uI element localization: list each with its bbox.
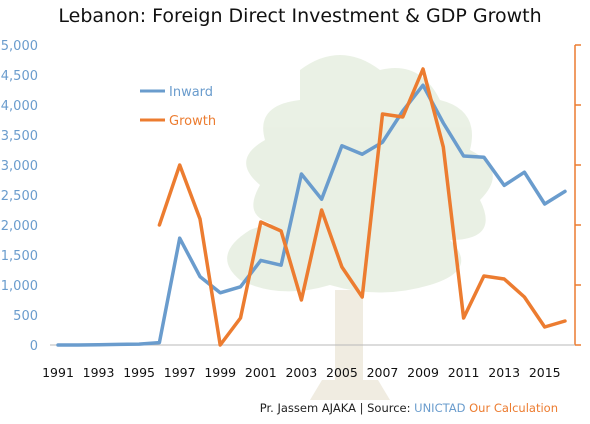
y-tick-label: 1,000: [1, 279, 38, 294]
y-tick-label: 500: [13, 309, 38, 324]
y-tick-label: 0: [30, 339, 38, 354]
source-name: UNICTAD: [414, 401, 465, 415]
y-tick-label: 2,000: [1, 219, 38, 234]
x-tick-label: 2009: [407, 365, 439, 380]
left-y-axis: 0 500 1,000 1,500 2,000 2,500 3,000 3,500 4,000 4…: [1, 39, 38, 354]
x-tick-label: 1997: [164, 365, 196, 380]
legend-label-inward: Inward: [169, 85, 213, 100]
y-tick-label: 3,000: [1, 159, 38, 174]
legend-label-growth: Growth: [169, 114, 216, 129]
legend: Inward Growth: [140, 85, 216, 129]
x-tick-label: 2005: [326, 365, 358, 380]
right-y-axis: [574, 44, 581, 346]
y-tick-label: 4,000: [1, 99, 38, 114]
x-tick-label: 1991: [42, 365, 74, 380]
x-tick-label: 1999: [204, 365, 236, 380]
x-tick-label: 2003: [285, 365, 317, 380]
x-tick-label: 1995: [123, 365, 155, 380]
x-tick-label: 2001: [245, 365, 277, 380]
series-line-growth: [157, 67, 567, 347]
x-tick-label: 2013: [488, 365, 520, 380]
source-line: Pr. Jassem AJAKA | Source: UNICTAD Our C…: [260, 401, 558, 415]
x-tick-label: 1993: [83, 365, 115, 380]
x-tick-label: 2015: [529, 365, 561, 380]
y-tick-label: 4,500: [1, 69, 38, 84]
source-author: Pr. Jassem AJAKA | Source:: [260, 401, 414, 415]
y-tick-label: 2,500: [1, 189, 38, 204]
series-lines: [56, 67, 567, 347]
y-tick-label: 3,500: [1, 129, 38, 144]
y-tick-label: 5,000: [1, 39, 38, 54]
y-tick-label: 1,500: [1, 249, 38, 264]
series-line-inward: [56, 83, 567, 347]
x-tick-label: 2007: [367, 365, 399, 380]
x-tick-label: 2011: [448, 365, 480, 380]
x-axis: 1991 1993 1995 1997 1999 2001 2003 2005 2007 2009…: [42, 344, 575, 380]
chart-title: Lebanon: Foreign Direct Investment & GDP…: [58, 5, 541, 27]
source-calc: Our Calculation: [469, 401, 558, 415]
